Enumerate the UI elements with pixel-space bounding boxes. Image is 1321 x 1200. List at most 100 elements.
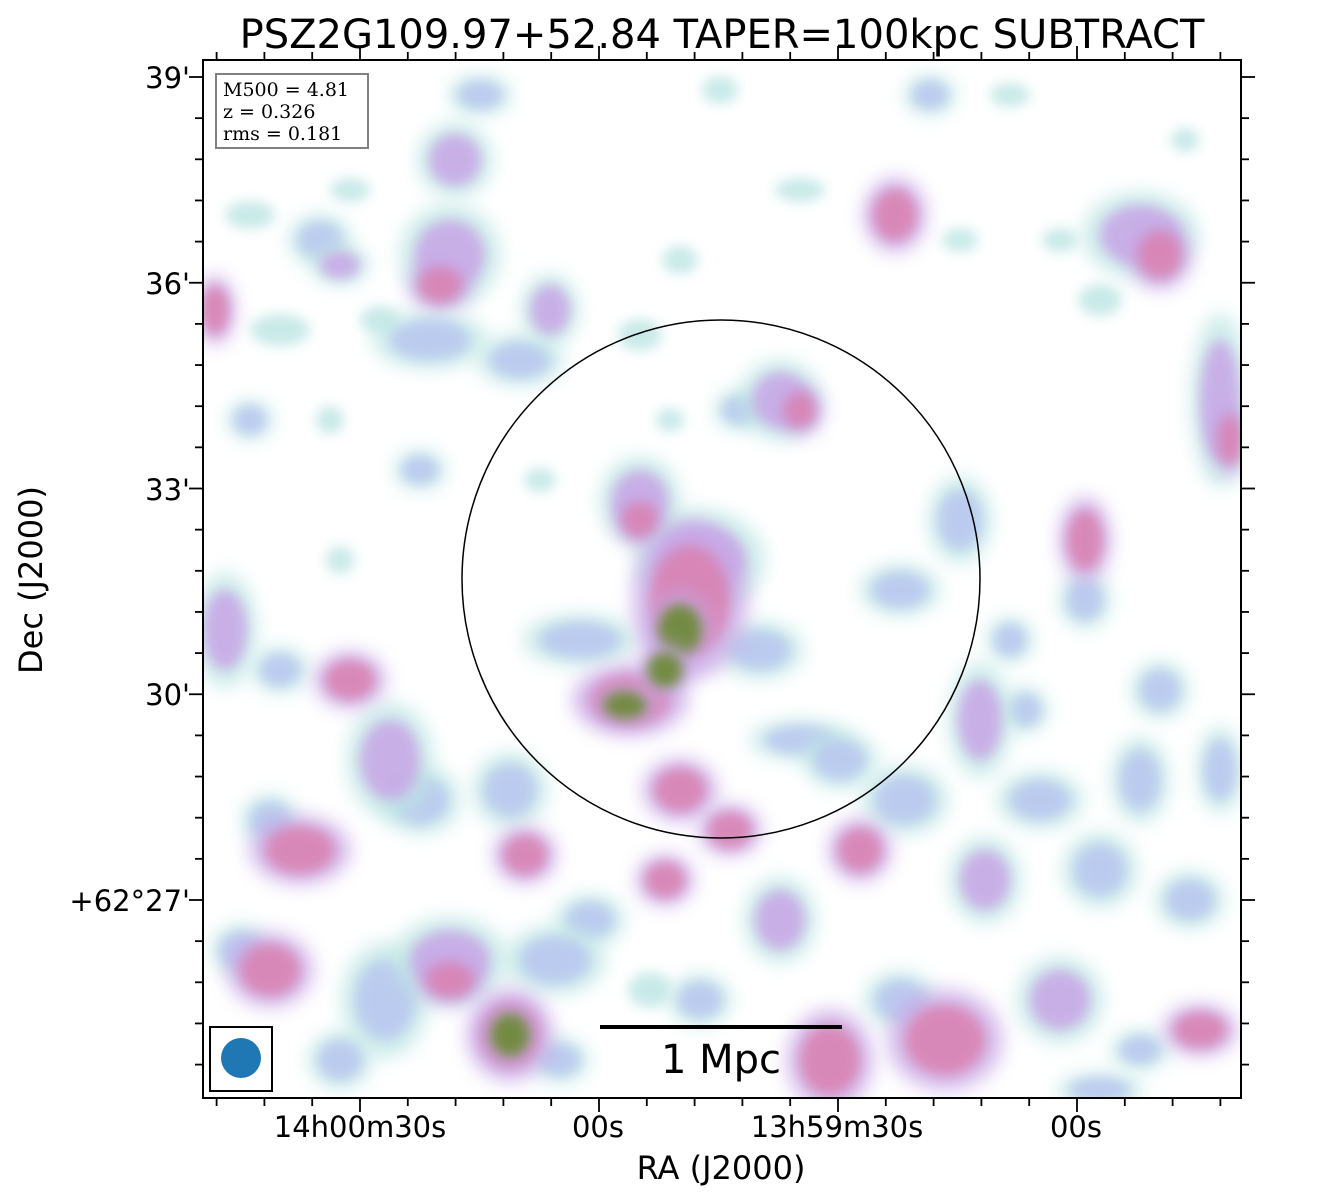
emission-blob [429,134,481,186]
emission-blob [1174,1012,1226,1048]
emission-blob [484,764,536,816]
beam-ellipse [221,1038,261,1078]
emission-blob [1042,228,1078,252]
emission-blob [234,406,266,434]
emission-blob [912,81,948,109]
emission-blob [318,1040,362,1080]
info-redshift: z = 0.326 [223,101,315,123]
info-mass: M500 = 4.81 [223,79,349,101]
emission-blob [942,228,978,252]
x-tick-label: 14h00m30s [274,1110,446,1144]
emission-blob [1078,284,1122,316]
emission-blob [622,502,658,538]
emission-blob [1070,1078,1130,1098]
emission-blob [1140,670,1180,710]
r500-circle [461,319,981,839]
emission-blob [203,286,229,334]
emission-blob [938,490,982,550]
emission-blob [784,392,816,428]
emission-blob [1009,694,1041,726]
emission-blob [1120,750,1160,810]
chart-title: PSZ2G109.97+52.84 TAPER=100kpc SUBTRACT [240,12,1205,58]
x-tick-label: 00s [572,1110,624,1144]
x-axis-label: RA (J2000) [637,1149,806,1187]
emission-blob [873,189,917,241]
emission-blob [390,320,470,360]
scale-bar-label: 1 Mpc [661,1037,781,1083]
emission-blob [540,622,620,658]
emission-blob [1218,415,1241,465]
emission-blob [872,572,928,608]
emission-blob [530,285,570,335]
emission-blob [775,178,825,202]
y-tick-label: 33' [145,473,190,507]
info-rms: rms = 0.181 [223,123,342,145]
emission-blob [645,862,685,898]
emission-blob [250,314,310,346]
y-axis-label: Dec (J2000) [12,486,50,674]
emission-blob [524,468,556,492]
emission-blob [618,319,662,351]
emission-blob [708,812,752,848]
emission-blob [1166,880,1214,920]
emission-blob [316,406,344,434]
emission-blob [730,630,790,670]
emission-map [203,74,1241,1098]
emission-blob [905,1005,985,1075]
emission-blob [203,590,247,670]
emission-blob [658,604,702,656]
emission-blob [990,83,1030,107]
emission-blob [1138,231,1182,279]
x-tick-label: 13h59m30s [751,1110,923,1144]
emission-blob [503,835,547,875]
emission-blob [838,828,882,872]
emission-blob [490,1013,530,1057]
emission-blob [960,850,1010,910]
emission-blob [418,267,462,303]
emission-blob [426,962,474,998]
emission-blob [875,776,935,824]
y-tick-label: 36' [145,267,190,301]
emission-blob [1010,780,1070,820]
emission-blob [240,944,300,996]
info-box [215,73,369,149]
emission-blob [628,972,672,1008]
emission-blob [662,246,698,274]
emission-blob [654,768,706,812]
emission-blob [520,936,590,984]
emission-blob [755,890,805,950]
emission-blob [402,456,438,484]
emission-blob [1171,128,1199,152]
emission-blob [656,408,684,432]
emission-blob [330,178,370,202]
emission-blob [320,251,360,279]
emission-blob [260,654,300,686]
x-tick-label: 00s [1050,1110,1102,1144]
emission-blob [1067,580,1103,620]
emission-blob [603,691,647,719]
emission-blob [1074,844,1126,896]
axis-ticks [189,46,1255,1112]
emission-blob [225,201,275,229]
emission-blob [1204,740,1236,800]
emission-blob [458,81,502,109]
emission-blob [1030,970,1090,1030]
emission-blob [326,546,354,574]
emission-blob [647,652,683,688]
emission-blob [265,826,335,874]
y-tick-label: +62°27' [69,884,190,918]
emission-blob [360,720,420,800]
emission-blob [994,624,1026,656]
emission-blob [814,740,866,780]
emission-blob [1067,510,1103,570]
emission-blob [1120,1036,1160,1064]
emission-blob [958,680,1002,760]
emission-blob [800,1025,860,1095]
y-tick-label: 39' [145,61,190,95]
emission-blob [678,982,722,1018]
plot-frame [202,59,1242,1099]
emission-blob [490,342,550,378]
y-tick-label: 30' [145,678,190,712]
emission-blob [702,76,738,104]
